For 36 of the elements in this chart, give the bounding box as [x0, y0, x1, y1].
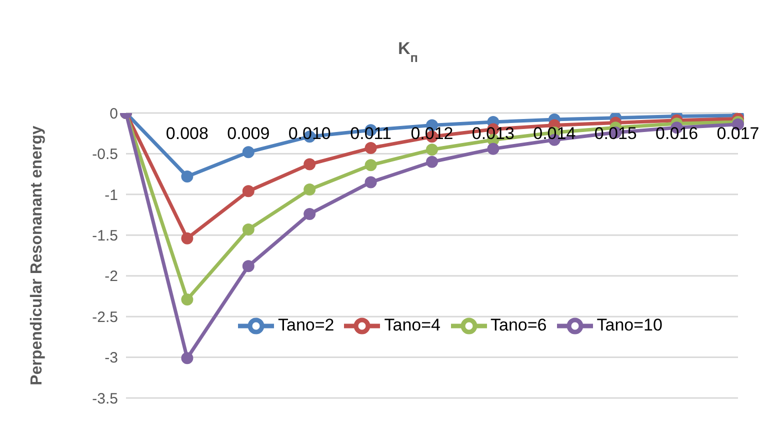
point: [242, 260, 254, 272]
point: [426, 156, 438, 168]
y-tick-label: 0: [110, 105, 118, 122]
point: [242, 146, 254, 158]
y-tick-label: -2: [104, 268, 118, 286]
point: [181, 352, 194, 364]
y-tick-label: -1.5: [92, 227, 118, 244]
point: [304, 208, 316, 220]
point: [487, 142, 500, 155]
point: [242, 223, 254, 236]
point: [364, 142, 377, 154]
legend-label: Tano=2: [278, 315, 334, 334]
point: [304, 158, 316, 170]
point: [364, 176, 377, 188]
y-tick-label: -1: [104, 186, 118, 204]
legend-label: Tano=10: [596, 315, 662, 334]
chart-title: K$_{п}$: [398, 39, 418, 64]
y-tick-label: -2.5: [92, 308, 118, 326]
x-tick-label: 0.017: [716, 124, 760, 143]
y-tick-label: -3: [104, 350, 118, 367]
point: [304, 184, 316, 196]
point: [364, 159, 377, 172]
y-tick-label: -3.5: [92, 390, 118, 408]
y-axis-title: Perpendicular Resonanant energy: [28, 126, 46, 386]
point: [181, 293, 194, 306]
x-tick-label: 0.014: [533, 124, 576, 143]
point: [242, 185, 254, 198]
legend-label: Tano=4: [384, 315, 440, 334]
x-tick-label: 0.009: [227, 124, 270, 143]
x-tick-label: 0.016: [656, 124, 698, 143]
y-tick-label: -0.5: [92, 146, 118, 164]
point: [181, 232, 194, 244]
x-tick-label: 0.008: [166, 124, 208, 143]
legend-label: Tano=6: [490, 315, 547, 334]
point: [426, 144, 438, 156]
point: [181, 170, 194, 183]
